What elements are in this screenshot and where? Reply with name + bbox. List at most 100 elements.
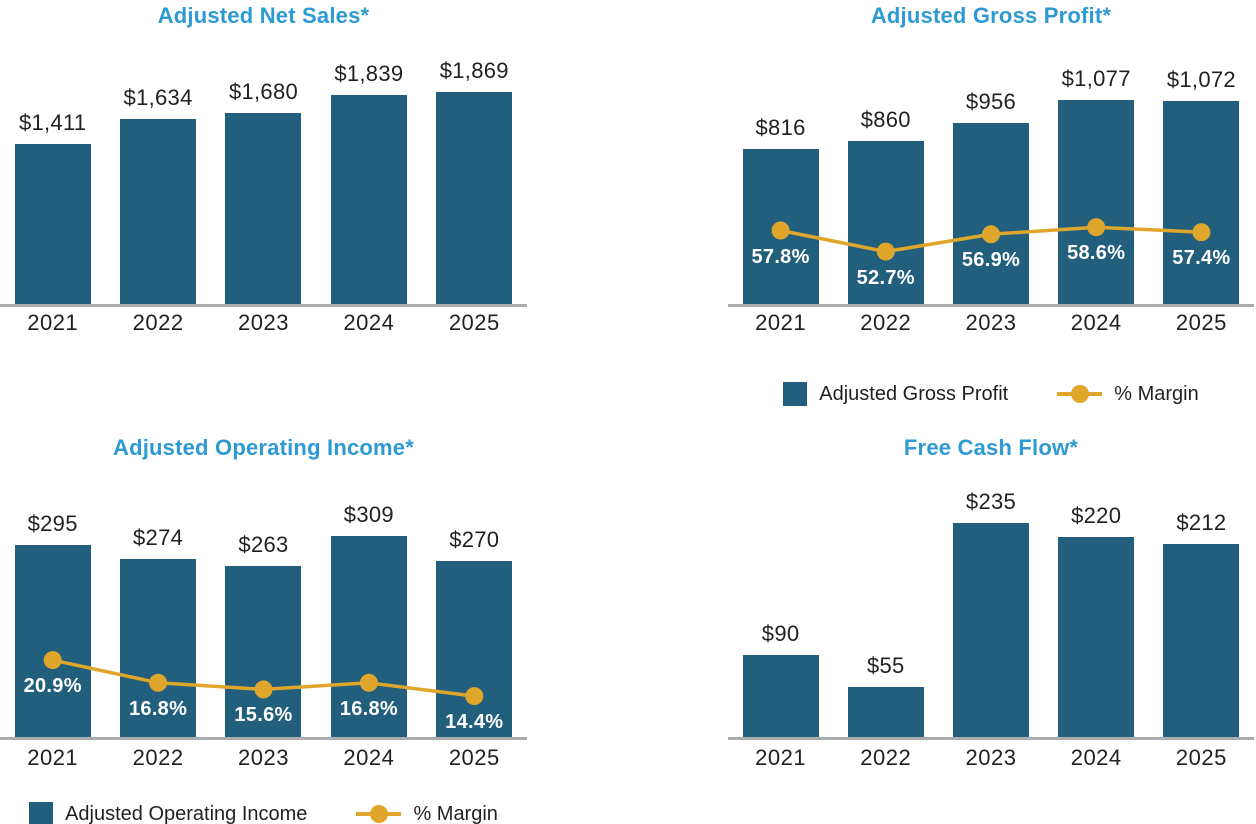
bar-value-label: $1,072 — [1166, 67, 1236, 92]
bar-2022 — [120, 119, 197, 304]
bar-2022 — [847, 687, 924, 737]
bars-region: $295 $274 $263 $309 $270 — [0, 477, 527, 737]
margin-value-label: 52.7% — [856, 267, 915, 289]
legend-label: % Margin — [413, 802, 498, 824]
bars-region: $1,411 $1,634 $1,680 $1,839 $1,869 — [0, 44, 527, 304]
bar-slot-2022: $55 — [833, 477, 938, 737]
legend-item-line: % Margin — [356, 802, 498, 824]
bars-region: $816 $860 $956 $1,077 $1,072 — [728, 44, 1254, 304]
x-axis-label: 2022 — [860, 310, 912, 335]
bar-slot-2023: $956 — [938, 44, 1043, 304]
x-axis: 2021 2022 2023 2024 2025 — [0, 310, 527, 336]
bar-value-label: $274 — [133, 525, 184, 550]
bar-value-label: $1,869 — [439, 58, 509, 83]
x-axis-label: 2024 — [343, 745, 395, 770]
bar-2024 — [1058, 537, 1135, 737]
bar-value-label: $212 — [1176, 510, 1227, 535]
x-axis-label: 2025 — [1175, 745, 1227, 770]
bar-value-label: $55 — [866, 653, 905, 678]
bar-slot-2021: $1,411 — [0, 44, 105, 304]
legend: Adjusted Gross Profit % Margin — [728, 381, 1254, 407]
x-axis-label: 2021 — [27, 745, 79, 770]
legend-label: Adjusted Gross Profit — [819, 382, 1009, 405]
bar-2023 — [952, 523, 1029, 737]
plot-area: $90 $55 $235 $220 $212 — [728, 477, 1254, 740]
bar-slot-2022: $274 — [105, 477, 210, 737]
bar-2023 — [225, 566, 302, 737]
bar-2025 — [436, 92, 513, 304]
bar-value-label: $1,839 — [334, 61, 404, 86]
bar-value-label: $270 — [449, 527, 500, 552]
bar-value-label: $309 — [343, 502, 394, 527]
bar-slot-2021: $295 — [0, 477, 105, 737]
bar-slot-2025: $212 — [1149, 477, 1254, 737]
margin-value-label: 56.9% — [961, 249, 1021, 271]
chart-title: Adjusted Gross Profit* — [870, 3, 1112, 28]
x-axis-label: 2024 — [343, 310, 395, 335]
bar-value-label: $956 — [965, 89, 1017, 114]
x-axis-label: 2024 — [1070, 310, 1122, 335]
legend-item-bar: Adjusted Operating Income — [29, 802, 307, 824]
bar-swatch-icon — [29, 802, 54, 824]
margin-labels: 20.9% 16.8% 15.6% 16.8% 14.4% — [0, 477, 527, 737]
bar-2021 — [742, 655, 819, 737]
bar-slot-2025: $1,072 — [1149, 44, 1254, 304]
bar-slot-2022: $860 — [833, 44, 938, 304]
legend-item-bar: Adjusted Gross Profit — [783, 382, 1008, 406]
bar-value-label: $1,680 — [228, 79, 299, 104]
plot-area: $816 $860 $956 $1,077 $1,072 57.8% 52.7% 56.9%… — [728, 44, 1254, 307]
plot-area: $1,411 $1,634 $1,680 $1,839 $1,869 — [0, 44, 527, 307]
bar-value-label: $1,634 — [123, 85, 193, 110]
bar-2024 — [1058, 100, 1135, 304]
bar-2022 — [120, 559, 197, 737]
x-axis-label: 2023 — [965, 745, 1017, 770]
bars-region: $90 $55 $235 $220 $212 — [728, 477, 1254, 737]
bar-slot-2022: $1,634 — [105, 44, 210, 304]
x-axis-label: 2022 — [132, 310, 184, 335]
bar-value-label: $295 — [27, 511, 78, 536]
bar-2023 — [225, 113, 302, 304]
bar-value-label: $90 — [761, 621, 800, 646]
margin-value-label: 58.6% — [1067, 242, 1126, 264]
bar-slot-2023: $235 — [938, 477, 1043, 737]
margin-value-label: 16.8% — [339, 698, 398, 720]
legend-item-line: % Margin — [1057, 382, 1199, 406]
x-axis-line — [0, 737, 527, 740]
bar-2021 — [14, 545, 91, 737]
bar-slot-2025: $1,869 — [422, 44, 527, 304]
bar-value-label: $1,411 — [18, 110, 87, 135]
x-axis-label: 2025 — [448, 310, 500, 335]
bar-value-label: $816 — [755, 115, 806, 140]
bar-slot-2023: $263 — [211, 477, 316, 737]
x-axis: 2021 2022 2023 2024 2025 — [728, 745, 1254, 771]
bar-slot-2021: $90 — [728, 477, 833, 737]
legend-label: % Margin — [1114, 382, 1199, 405]
x-axis-label: 2022 — [132, 745, 184, 770]
bar-2022 — [847, 141, 924, 304]
bar-slot-2024: $1,839 — [316, 44, 421, 304]
margin-value-label: 20.9% — [23, 675, 82, 697]
x-axis-label: 2025 — [448, 745, 500, 770]
x-axis: 2021 2022 2023 2024 2025 — [728, 310, 1254, 336]
bar-2025 — [436, 561, 513, 737]
x-axis-label: 2021 — [755, 745, 807, 770]
bar-value-label: $220 — [1071, 503, 1122, 528]
bar-value-label: $263 — [238, 532, 289, 557]
x-axis-label: 2025 — [1175, 310, 1227, 335]
bar-2023 — [952, 123, 1029, 304]
legend: Adjusted Operating Income % Margin — [0, 801, 527, 824]
bar-slot-2024: $309 — [316, 477, 421, 737]
bar-2025 — [1163, 101, 1240, 304]
bar-value-label: $1,077 — [1061, 66, 1131, 91]
bar-2024 — [330, 536, 407, 737]
chart-title: Adjusted Net Sales* — [157, 3, 370, 28]
bar-2021 — [14, 144, 91, 304]
x-axis-line — [728, 737, 1254, 740]
x-axis-label: 2024 — [1070, 745, 1122, 770]
bar-swatch-icon — [783, 382, 808, 406]
chart-title: Adjusted Operating Income* — [112, 435, 415, 460]
bar-value-label: $235 — [965, 489, 1017, 514]
x-axis-line — [0, 304, 527, 307]
chart-title: Free Cash Flow* — [903, 435, 1079, 460]
